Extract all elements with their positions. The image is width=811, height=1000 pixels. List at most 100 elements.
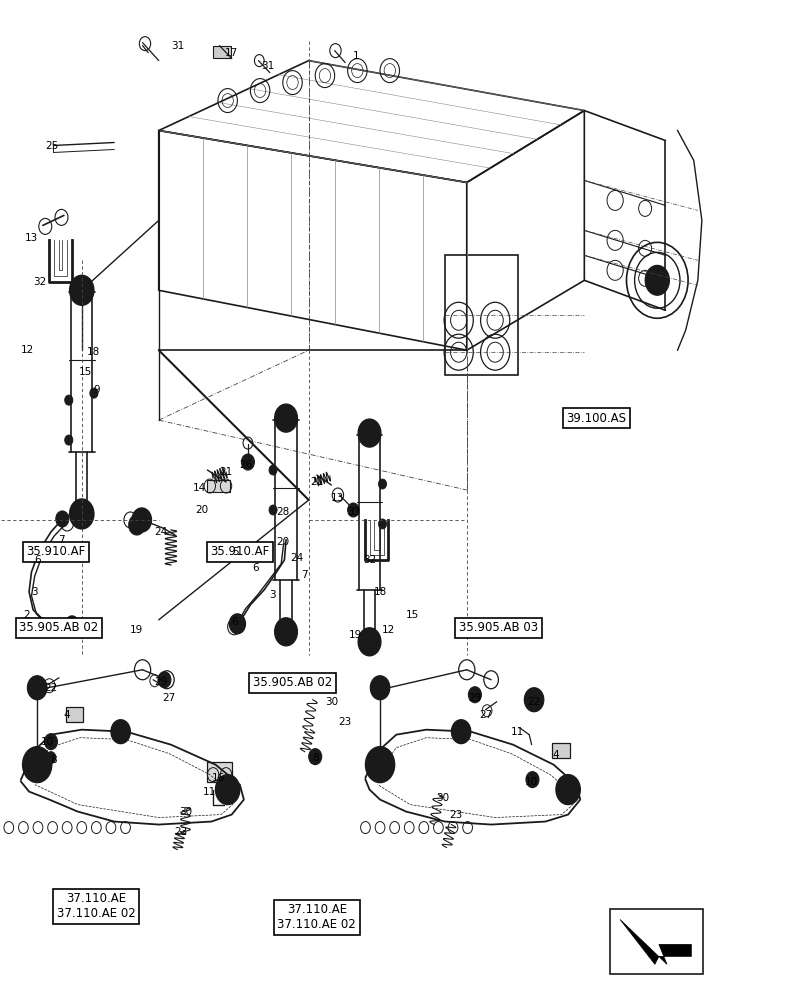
Text: 25: 25 <box>45 141 58 151</box>
Circle shape <box>274 404 297 432</box>
Text: 3: 3 <box>268 590 275 600</box>
Text: 16: 16 <box>211 773 225 783</box>
Circle shape <box>28 676 47 700</box>
Bar <box>551 743 569 758</box>
Circle shape <box>365 747 394 783</box>
Text: 21: 21 <box>219 467 233 477</box>
Circle shape <box>556 775 580 805</box>
Text: 29: 29 <box>468 693 481 703</box>
Circle shape <box>358 628 380 656</box>
Circle shape <box>215 775 239 805</box>
Text: 30: 30 <box>436 793 448 803</box>
Circle shape <box>45 734 58 750</box>
Circle shape <box>23 747 52 783</box>
Circle shape <box>268 505 277 515</box>
Text: 2: 2 <box>24 610 30 620</box>
Text: 23: 23 <box>338 717 351 727</box>
Circle shape <box>358 419 380 447</box>
Text: 4: 4 <box>64 710 71 720</box>
Circle shape <box>370 676 389 700</box>
Bar <box>207 762 231 782</box>
Text: 31: 31 <box>170 41 184 51</box>
Circle shape <box>56 511 69 527</box>
Text: 13: 13 <box>25 233 38 243</box>
Text: 22: 22 <box>527 697 540 707</box>
Circle shape <box>378 479 386 489</box>
Circle shape <box>524 688 543 712</box>
Text: 18: 18 <box>87 347 101 357</box>
Text: 13: 13 <box>330 493 343 503</box>
Text: 21: 21 <box>310 477 323 487</box>
Text: 6: 6 <box>230 617 237 627</box>
Circle shape <box>468 687 481 703</box>
Circle shape <box>451 720 470 744</box>
Text: 35.905.AB 02: 35.905.AB 02 <box>19 621 99 634</box>
Text: 35.910.AF: 35.910.AF <box>26 545 85 558</box>
Text: 27: 27 <box>478 710 491 720</box>
Text: 33: 33 <box>346 507 359 517</box>
Bar <box>610 909 702 974</box>
Text: 5: 5 <box>232 547 238 557</box>
Text: 32: 32 <box>363 555 375 565</box>
Text: 31: 31 <box>261 61 274 71</box>
Text: 30: 30 <box>178 807 192 817</box>
Text: 19: 19 <box>130 625 144 635</box>
Text: 15: 15 <box>406 610 418 620</box>
Text: 12: 12 <box>21 345 34 355</box>
Text: 27: 27 <box>162 693 176 703</box>
Circle shape <box>66 616 79 632</box>
Text: 35.905.AB 03: 35.905.AB 03 <box>458 621 538 634</box>
Text: 7: 7 <box>58 535 65 545</box>
Text: 29: 29 <box>154 677 168 687</box>
Text: 39.100.AS: 39.100.AS <box>566 412 626 425</box>
Circle shape <box>90 388 98 398</box>
Text: 10: 10 <box>525 777 538 787</box>
Text: 20: 20 <box>195 505 208 515</box>
Circle shape <box>526 772 539 788</box>
Bar <box>212 46 230 58</box>
Text: 20: 20 <box>276 537 289 547</box>
Text: 4: 4 <box>552 750 559 760</box>
Text: 35.910.AF: 35.910.AF <box>210 545 269 558</box>
Circle shape <box>241 454 254 470</box>
Text: 22: 22 <box>45 683 58 693</box>
Circle shape <box>158 672 170 688</box>
Text: 3: 3 <box>32 587 38 597</box>
Text: 6: 6 <box>252 563 259 573</box>
Circle shape <box>46 752 56 764</box>
Circle shape <box>229 614 245 634</box>
Text: 1: 1 <box>352 51 358 61</box>
Text: 8: 8 <box>311 753 318 763</box>
Circle shape <box>111 720 131 744</box>
Text: 8: 8 <box>50 755 57 765</box>
Circle shape <box>70 499 94 529</box>
Text: 37.110.AE
37.110.AE 02: 37.110.AE 37.110.AE 02 <box>57 892 135 920</box>
Circle shape <box>65 395 73 405</box>
Text: 11: 11 <box>203 787 217 797</box>
Text: 23: 23 <box>174 827 187 837</box>
Text: 28: 28 <box>276 507 289 517</box>
Bar <box>207 480 230 492</box>
Circle shape <box>268 465 277 475</box>
Text: 32: 32 <box>33 277 46 287</box>
Text: 17: 17 <box>225 48 238 58</box>
Text: 11: 11 <box>511 727 524 737</box>
Text: 35.905.AB 02: 35.905.AB 02 <box>252 676 332 689</box>
Text: 19: 19 <box>349 630 362 640</box>
Text: 10: 10 <box>41 737 54 747</box>
Text: 24: 24 <box>154 527 168 537</box>
Text: 30: 30 <box>324 697 337 707</box>
Text: 7: 7 <box>301 570 307 580</box>
Text: 26: 26 <box>239 460 252 470</box>
Bar <box>66 707 84 722</box>
Circle shape <box>378 519 386 529</box>
Text: 37.110.AE
37.110.AE 02: 37.110.AE 37.110.AE 02 <box>277 903 356 931</box>
Text: 12: 12 <box>381 625 394 635</box>
Circle shape <box>132 508 152 532</box>
Polygon shape <box>620 919 690 964</box>
Circle shape <box>129 515 145 535</box>
Text: 6: 6 <box>34 555 41 565</box>
Text: 23: 23 <box>449 810 462 820</box>
Circle shape <box>65 435 73 445</box>
Text: 15: 15 <box>79 367 92 377</box>
